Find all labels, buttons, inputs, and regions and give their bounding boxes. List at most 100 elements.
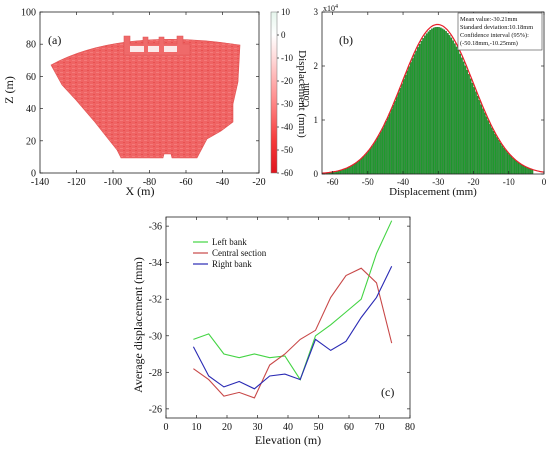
panel-b-y-tick-label: 1 <box>314 115 319 125</box>
histogram-bar <box>445 31 447 175</box>
histogram-bar <box>392 105 395 175</box>
histogram-bar <box>427 31 430 175</box>
series-line-right-bank <box>192 266 393 390</box>
panel-b-y-tick-label: 2 <box>314 61 319 71</box>
panel-c-label: (c) <box>381 385 394 399</box>
panel-b-x-tick-label: -60 <box>327 177 339 187</box>
histogram-bar <box>346 167 349 175</box>
stat-ci-title: Confidence interval (95%): <box>460 32 529 39</box>
histogram-bar <box>355 162 358 175</box>
panel-c-xlabel: Elevation (m) <box>255 433 321 447</box>
panel-b-x-tick-label: -30 <box>432 177 444 187</box>
panel-a-x-tick-label: -100 <box>104 177 122 188</box>
series-lines <box>192 220 393 399</box>
histogram-bar <box>487 120 490 175</box>
panel-c-x-tick-label: 10 <box>192 422 202 433</box>
histogram-bar <box>489 123 491 175</box>
histogram-bar <box>371 145 373 175</box>
gate-opening <box>130 46 144 52</box>
histogram-bar <box>436 26 439 175</box>
histogram-bar <box>364 154 366 175</box>
colorbar-tick-label: -50 <box>281 145 293 155</box>
panel-b-x-tick-label: -10 <box>503 177 515 187</box>
panel-b-y-tick-label: 3 <box>314 7 319 17</box>
panel-b-x-tick-label: 0 <box>542 177 547 187</box>
histogram-bar <box>498 140 500 175</box>
histogram-bar <box>529 168 532 175</box>
histogram-bar <box>483 112 486 175</box>
colorbar-tick-label: -60 <box>281 168 293 178</box>
histogram-bar <box>385 120 387 175</box>
histogram-bar <box>369 148 372 175</box>
panel-b-x-tick-label: -50 <box>362 177 374 187</box>
histogram-bar <box>476 95 479 175</box>
histogram-bar <box>480 104 483 175</box>
histogram-bar <box>496 137 498 175</box>
panel-b: -60 -50 -40 -30 -20 -10 0 0 1 2 3 x104 Count Displ… <box>301 4 547 198</box>
statistics-box-frame <box>457 12 543 51</box>
histogram-bar <box>454 43 456 175</box>
histogram-bar <box>378 134 380 175</box>
panel-c-y-tick-label: -34 <box>149 258 162 269</box>
histogram-bar <box>457 50 460 175</box>
histogram-bar <box>402 79 405 175</box>
histogram-bar <box>505 150 507 175</box>
colorbar-ticks: 10 0 -10 -20 -30 -40 -50 -60 <box>277 7 293 178</box>
histogram-bar <box>531 169 534 175</box>
series-line-left-bank <box>193 220 393 381</box>
panel-a-x-tick-label: -60 <box>179 177 192 188</box>
histogram-bar <box>450 37 453 175</box>
histogram-bar <box>501 145 504 175</box>
panel-b-xlabel: Displacement (mm) <box>389 186 477 198</box>
panel-a-x-tick-label: -80 <box>143 177 156 188</box>
panel-a-xlabel: X (m) <box>126 184 155 198</box>
histogram-bar <box>473 87 476 175</box>
histogram-bar <box>358 159 361 175</box>
histogram-bar <box>469 78 472 175</box>
panel-a-x-tick-label: -140 <box>31 177 49 188</box>
stat-ci-range: (-50.18mm,-10.25mm) <box>460 40 518 47</box>
histogram-bar <box>383 124 386 175</box>
histogram-bar <box>406 70 409 175</box>
histogram-bar <box>499 142 502 175</box>
stat-std: Standard deviation:10.18mm <box>460 24 533 31</box>
gate-structure <box>123 35 191 56</box>
panel-c-y-tick-label: -32 <box>149 295 162 306</box>
histogram-bar <box>482 108 484 175</box>
panel-c: 0 10 20 30 40 50 60 70 80 -26 -28 -30 -32 -34 -36 Left… <box>131 216 415 447</box>
panel-c-x-tick-label: 0 <box>164 422 169 433</box>
statistics-box: Mean value:-30.21mm Standard deviation:1… <box>457 12 543 51</box>
histogram-bar <box>344 168 347 175</box>
panel-c-y-tick-label: -36 <box>149 222 162 233</box>
histogram-bar <box>376 137 379 175</box>
histogram-bar <box>422 38 424 175</box>
histogram-bar <box>357 161 359 175</box>
panel-c-y-tick-label: -26 <box>149 404 162 415</box>
panel-b-x-tick-label: -20 <box>468 177 480 187</box>
histogram-bar <box>434 27 437 175</box>
panel-c-y-tick-label: -28 <box>149 368 162 379</box>
panel-b-x-tick-label: -40 <box>397 177 409 187</box>
histogram-bar <box>461 57 463 175</box>
histogram-bar <box>425 33 428 175</box>
colorbar-tick-label: -30 <box>281 99 293 109</box>
histogram-bar <box>528 168 530 175</box>
histogram-bar <box>491 127 493 175</box>
histogram-bar <box>466 69 469 175</box>
histogram-bar <box>362 156 365 175</box>
panel-c-axes-box <box>165 216 411 419</box>
histogram-bar <box>353 163 356 175</box>
histogram-bar <box>492 130 495 175</box>
colorbar-tick-label: -10 <box>281 53 293 63</box>
histogram-bar <box>415 50 417 175</box>
histogram-bar <box>411 58 414 175</box>
histogram-bar <box>394 100 396 175</box>
histogram-bar <box>409 62 412 175</box>
panel-c-x-tick-label: 40 <box>283 422 293 433</box>
panel-c-x-tick-label: 60 <box>344 422 354 433</box>
legend-label-central-section: Central section <box>212 248 267 258</box>
histogram-bar <box>524 166 527 175</box>
panel-c-x-tick-label: 20 <box>222 422 232 433</box>
histogram-bar <box>522 165 525 175</box>
panel-a-x-tick-label: -40 <box>216 177 229 188</box>
